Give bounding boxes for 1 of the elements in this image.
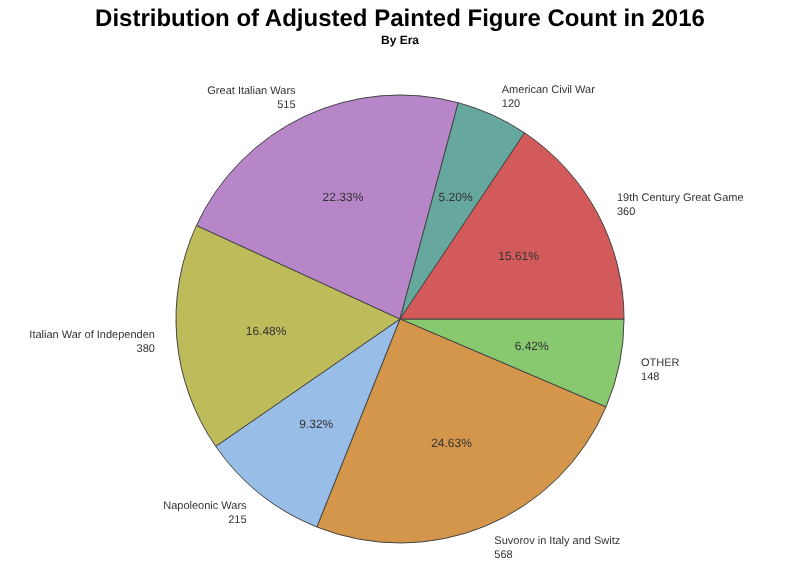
chart-title: Distribution of Adjusted Painted Figure Count in 2016 bbox=[95, 4, 706, 32]
